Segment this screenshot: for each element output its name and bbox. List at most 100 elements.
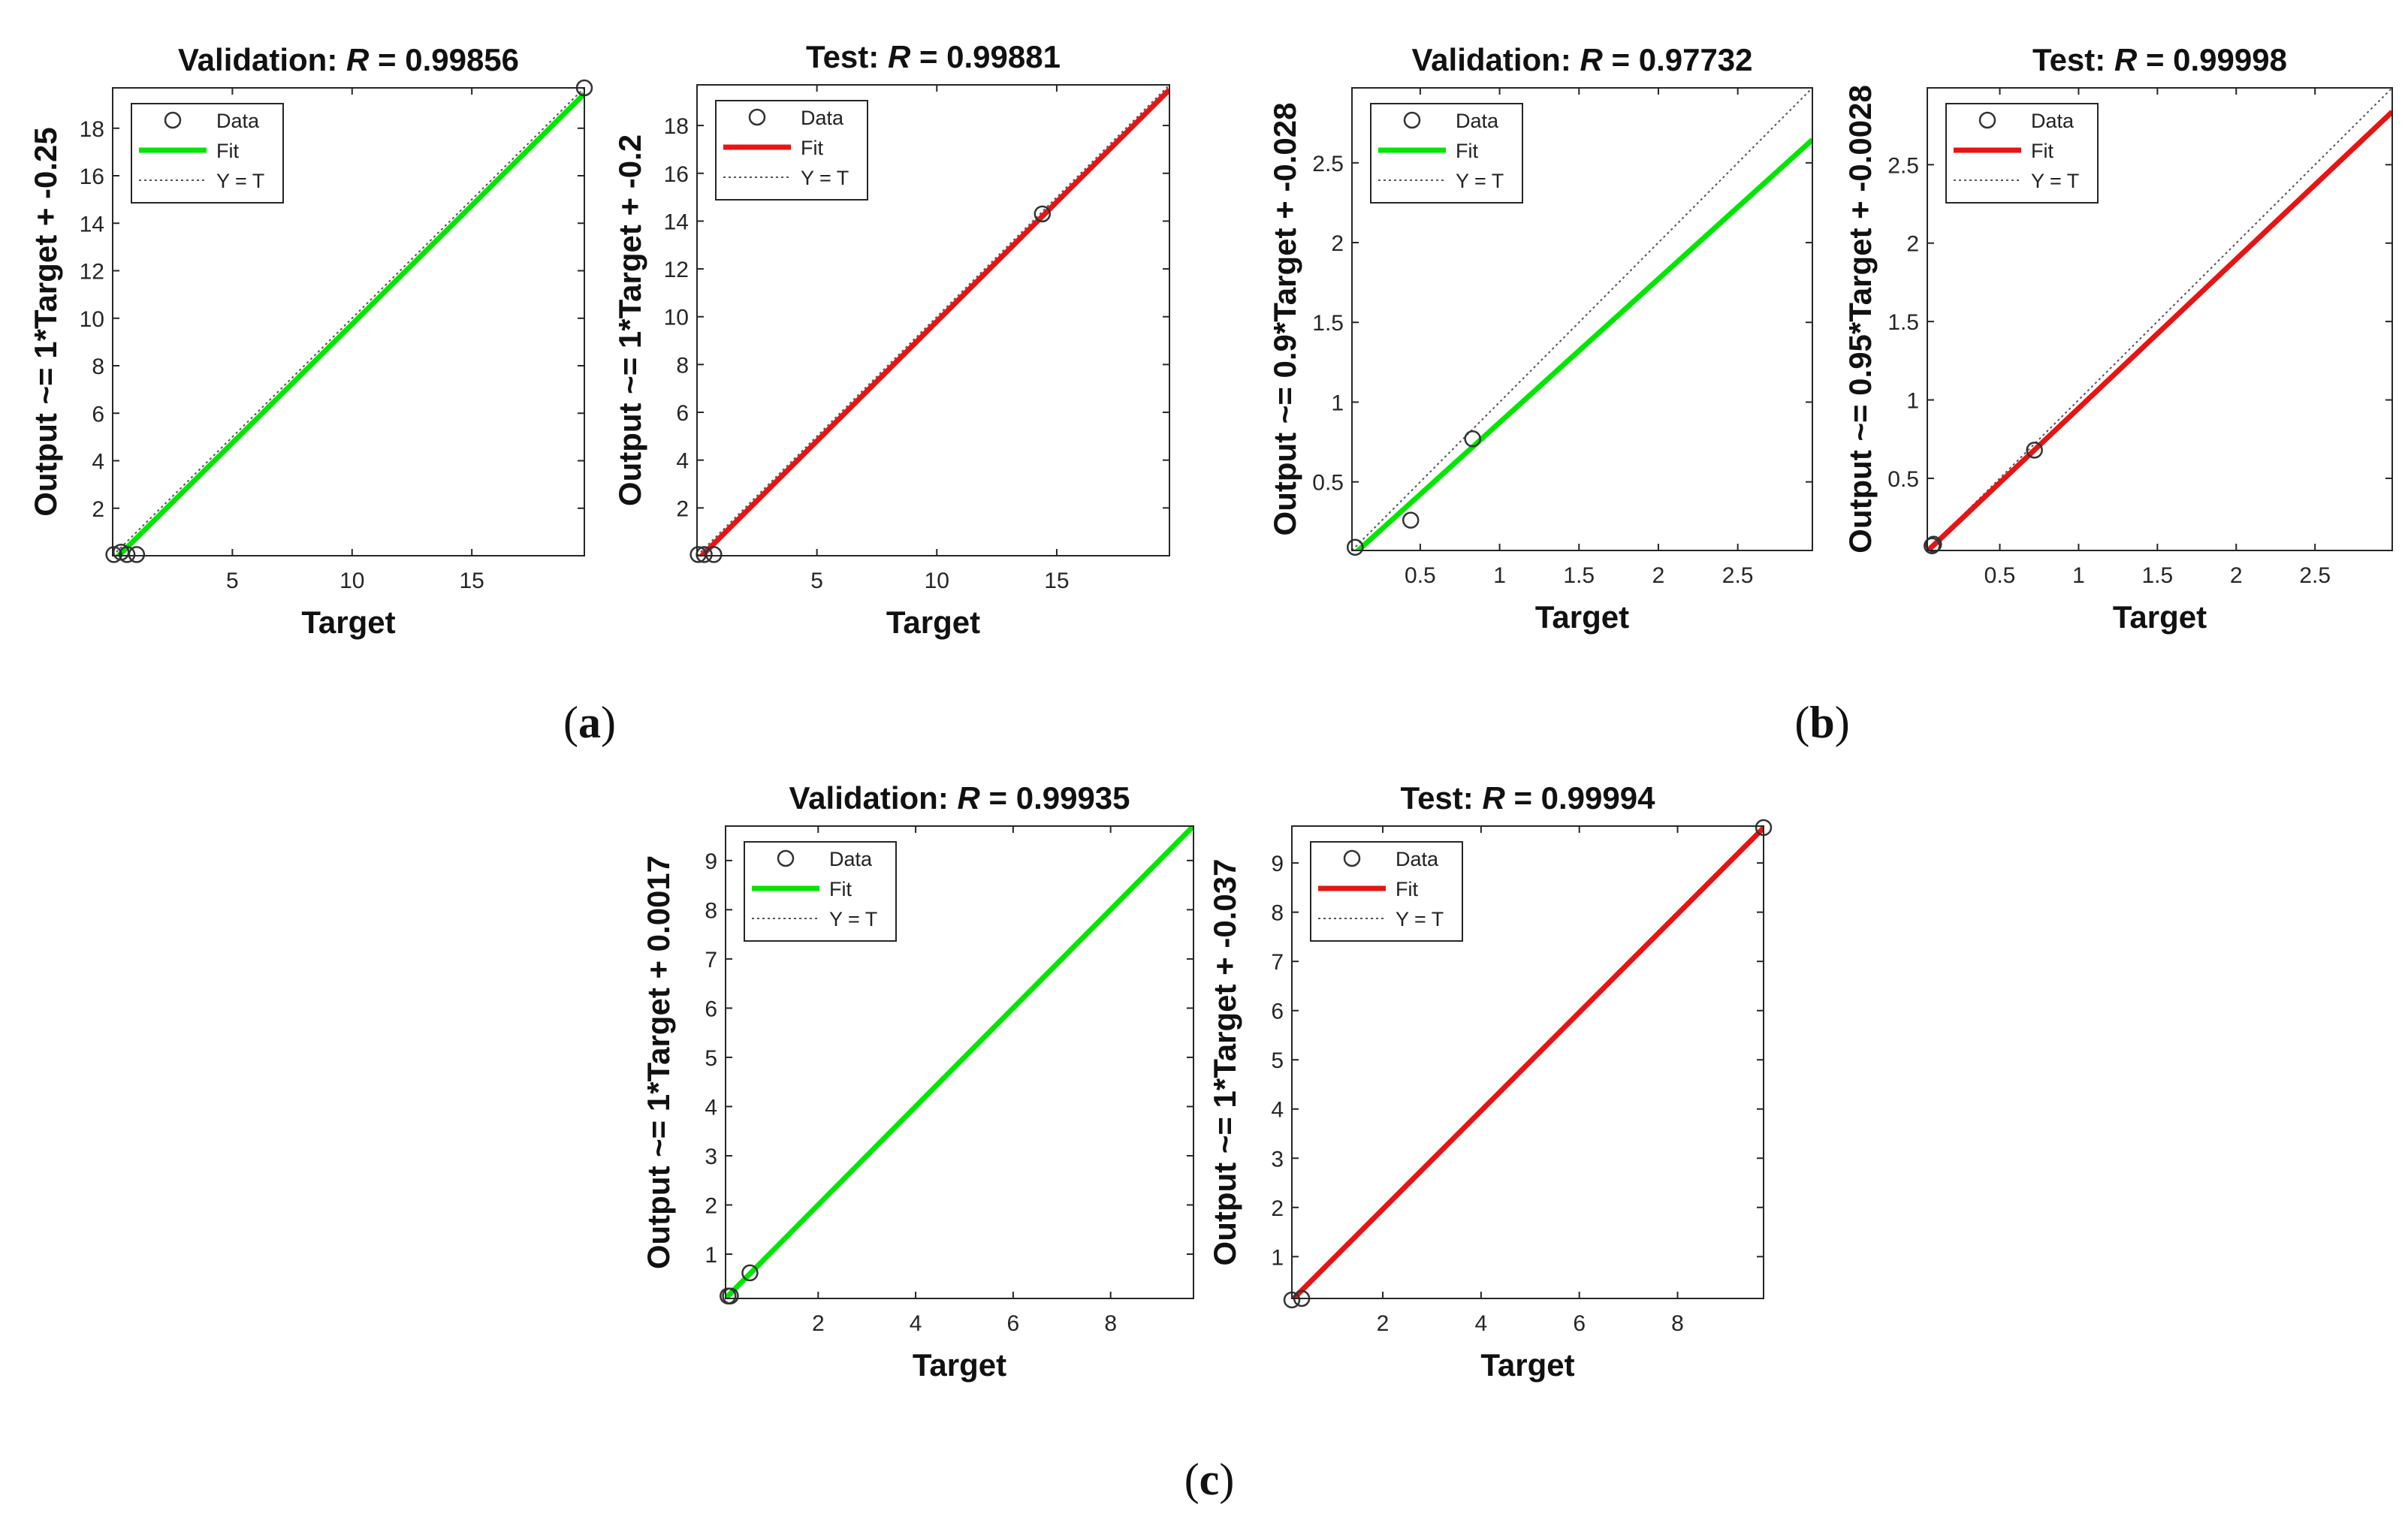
chart-a-validation: 5 10 15 2 4 6 8 10 12 14 16 18 Validation: R = 0.998… bbox=[28, 42, 593, 640]
legend-data-symbol bbox=[777, 849, 795, 867]
chart-title-prefix: Validation: bbox=[1411, 42, 1580, 77]
chart-title: Validation: R = 0.97732 bbox=[1411, 42, 1752, 77]
x-tick-label: 5 bbox=[810, 568, 823, 593]
y-tick-label: 1 bbox=[705, 1243, 717, 1268]
y-tick-label: 2 bbox=[676, 496, 689, 521]
panel-label-close: ) bbox=[1219, 1455, 1234, 1504]
y-tick-label: 3 bbox=[705, 1145, 717, 1169]
legend-label-identity: Y = T bbox=[829, 908, 877, 930]
y-tick-label: 6 bbox=[705, 997, 717, 1021]
x-axis-label: Target bbox=[1480, 1347, 1574, 1383]
y-tick-label: 6 bbox=[676, 401, 689, 426]
chart-title: Validation: R = 0.99856 bbox=[178, 42, 519, 77]
fit-line bbox=[698, 87, 1169, 556]
y-axis-label: Output ~= 0.9*Target + -0.028 bbox=[1267, 103, 1302, 536]
fit-line bbox=[114, 92, 584, 556]
y-tick-label: 2 bbox=[705, 1194, 717, 1219]
legend: Data Fit Y = T bbox=[131, 103, 284, 204]
y-tick-label: 2 bbox=[1331, 231, 1344, 256]
legend-box bbox=[1310, 841, 1463, 942]
identity-line bbox=[1927, 88, 2392, 550]
legend-label-data: Data bbox=[1456, 110, 1499, 132]
x-tick-label: 1 bbox=[1493, 563, 1506, 588]
data-point bbox=[722, 1287, 739, 1304]
y-axis-label: Output ~= 1*Target + 0.0017 bbox=[641, 855, 676, 1269]
legend-box bbox=[744, 841, 897, 942]
legend-label-fit: Fit bbox=[216, 140, 239, 162]
chart-title-variable: R bbox=[2114, 42, 2138, 77]
chart-title-prefix: Validation: bbox=[178, 42, 346, 77]
x-tick-label: 0.5 bbox=[1984, 563, 2016, 588]
x-tick-label: 15 bbox=[459, 568, 484, 593]
y-tick-label: 2 bbox=[1271, 1196, 1284, 1221]
legend-data-symbol bbox=[164, 111, 182, 129]
chart-title: Test: R = 0.99881 bbox=[806, 39, 1061, 74]
x-tick-label: 4 bbox=[910, 1311, 922, 1336]
y-tick-label: 12 bbox=[664, 258, 689, 282]
chart-title: Validation: R = 0.99935 bbox=[789, 780, 1130, 816]
legend-label-data: Data bbox=[1396, 848, 1439, 870]
chart-title-prefix: Test: bbox=[806, 39, 888, 74]
data-point bbox=[1034, 205, 1052, 223]
data-point bbox=[118, 546, 136, 563]
panel-label-open: ( bbox=[1184, 1455, 1199, 1504]
y-tick-label: 10 bbox=[80, 307, 104, 332]
panel-label-close: ) bbox=[601, 698, 616, 747]
chart-b-validation: 0.5 1 1.5 2 2.5 0.5 1 1.5 2 2.5 Validation: R = 0.… bbox=[1267, 42, 1813, 635]
y-tick-label: 16 bbox=[80, 164, 104, 189]
identity-line bbox=[697, 85, 1169, 556]
legend: Data Fit Y = T bbox=[1945, 103, 2099, 204]
legend-label-fit: Fit bbox=[801, 137, 823, 159]
y-tick-label: 6 bbox=[92, 402, 104, 427]
data-point bbox=[1346, 538, 1364, 556]
legend-label-data: Data bbox=[2031, 110, 2075, 132]
chart-title-variable: R bbox=[888, 39, 911, 74]
legend-label-identity: Y = T bbox=[216, 170, 264, 192]
y-tick-label: 6 bbox=[1271, 1000, 1284, 1024]
chart-title-prefix: Test: bbox=[1401, 780, 1483, 816]
legend-label-data: Data bbox=[801, 107, 844, 129]
chart-title-prefix: Validation: bbox=[789, 780, 957, 816]
legend-data-symbol bbox=[1978, 111, 1996, 129]
x-axis-label: Target bbox=[886, 605, 980, 640]
y-tick-label: 1.5 bbox=[1312, 311, 1344, 336]
y-tick-label: 1.5 bbox=[1887, 310, 1919, 335]
axes-box bbox=[112, 87, 585, 556]
chart-title-value: = 0.97732 bbox=[1603, 42, 1753, 77]
panel-label: (a) bbox=[563, 698, 616, 747]
y-tick-label: 2.5 bbox=[1312, 152, 1344, 176]
y-tick-label: 2 bbox=[92, 497, 104, 522]
legend-label-identity: Y = T bbox=[2031, 170, 2079, 192]
y-tick-label: 14 bbox=[80, 212, 104, 237]
y-tick-label: 0.5 bbox=[1312, 471, 1344, 496]
y-tick-label: 0.5 bbox=[1887, 467, 1919, 492]
chart-c-test: 2 4 6 8 1 2 3 4 5 6 7 8 9 Test: R = 0.99994 Target Outp… bbox=[1207, 780, 1773, 1383]
x-tick-label: 10 bbox=[925, 568, 949, 593]
legend-box bbox=[1370, 103, 1523, 204]
x-tick-label: 0.5 bbox=[1405, 563, 1436, 588]
data-point bbox=[741, 1264, 759, 1282]
panel-label: (b) bbox=[1794, 698, 1849, 747]
x-tick-label: 5 bbox=[226, 568, 239, 593]
y-axis-label: Output ~= 1*Target + -0.25 bbox=[28, 127, 63, 517]
axes-box bbox=[696, 84, 1170, 556]
y-axis-label: Output ~= 1*Target + -0.2 bbox=[612, 134, 647, 506]
legend-label-identity: Y = T bbox=[801, 167, 849, 189]
panel-label-letter: c bbox=[1199, 1455, 1220, 1504]
chart-title-variable: R bbox=[1482, 780, 1505, 816]
legend-label-fit: Fit bbox=[829, 878, 852, 900]
legend: Data Fit Y = T bbox=[1310, 841, 1463, 942]
legend-label-fit: Fit bbox=[2031, 140, 2053, 162]
chart-title-variable: R bbox=[1580, 42, 1604, 77]
x-axis-label: Target bbox=[913, 1347, 1006, 1383]
identity-line bbox=[113, 88, 584, 556]
legend: Data Fit Y = T bbox=[715, 100, 868, 201]
data-point bbox=[1464, 430, 1481, 448]
x-tick-label: 10 bbox=[339, 568, 364, 593]
y-tick-label: 5 bbox=[1271, 1048, 1284, 1073]
fit-line bbox=[1292, 826, 1764, 1298]
y-tick-label: 9 bbox=[705, 849, 717, 874]
chart-title: Test: R = 0.99994 bbox=[1401, 780, 1656, 816]
